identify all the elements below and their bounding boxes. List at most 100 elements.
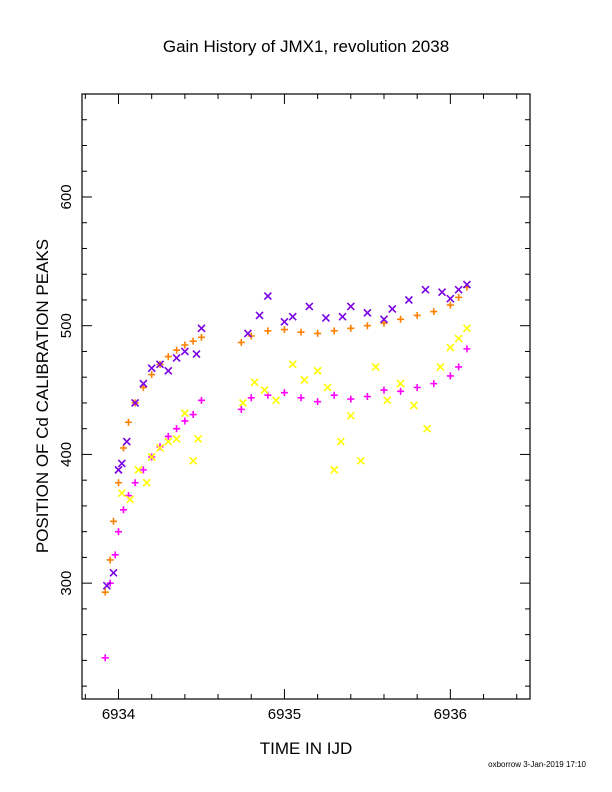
data-point: [404, 295, 413, 305]
data-point: [180, 409, 189, 418]
data-point: [148, 371, 156, 379]
data-point: [172, 434, 181, 444]
data-point: [454, 334, 463, 343]
data-point: [397, 387, 405, 395]
data-point: [119, 506, 127, 514]
y-tick-label: 600: [58, 184, 75, 209]
series-1: [101, 345, 471, 662]
data-point: [155, 443, 165, 453]
data-point: [430, 308, 438, 316]
data-point: [197, 396, 205, 404]
data-point: [142, 478, 151, 487]
data-point: [380, 319, 388, 327]
data-point: [288, 360, 297, 369]
data-point: [305, 302, 314, 311]
data-point: [338, 312, 347, 321]
data-point: [462, 280, 472, 289]
data-point: [462, 324, 472, 333]
data-point: [139, 383, 147, 391]
data-point: [147, 364, 156, 373]
data-point: [446, 301, 454, 309]
data-point: [101, 654, 109, 662]
data-point: [397, 315, 405, 323]
data-point: [237, 338, 245, 346]
data-point: [280, 326, 288, 334]
data-point: [147, 452, 156, 462]
data-point: [297, 394, 305, 402]
data-point: [463, 345, 471, 353]
data-point: [164, 353, 172, 361]
data-point: [155, 360, 165, 369]
data-point: [114, 465, 123, 474]
data-point: [363, 393, 371, 400]
data-point: [330, 391, 338, 399]
data-point: [436, 362, 445, 371]
data-point: [363, 308, 372, 317]
data-point: [383, 396, 392, 405]
data-point: [192, 349, 201, 359]
data-point: [437, 288, 447, 297]
data-point: [263, 292, 272, 301]
y-tick-label: 400: [58, 442, 75, 467]
data-point: [131, 479, 139, 487]
data-point: [347, 395, 355, 403]
data-point: [238, 398, 248, 408]
data-point: [413, 311, 421, 319]
data-point: [180, 347, 189, 356]
data-point: [194, 434, 203, 444]
data-point: [102, 581, 111, 590]
data-point: [446, 294, 455, 303]
data-point: [189, 456, 198, 465]
data-point: [131, 398, 140, 408]
data-point: [455, 293, 463, 301]
data-point: [237, 405, 245, 413]
data-point: [356, 456, 365, 465]
series-2: [102, 280, 472, 590]
data-point: [413, 383, 421, 391]
axis-ticks: 6934 6935 6936 300 400 500 600: [58, 93, 530, 723]
data-point: [247, 394, 255, 402]
data-point: [314, 329, 322, 337]
data-point: [297, 328, 305, 336]
data-point: [280, 389, 288, 397]
data-point: [243, 329, 252, 338]
data-point: [250, 378, 259, 387]
data-point: [164, 366, 173, 375]
data-point: [255, 311, 264, 320]
data-point: [164, 432, 172, 440]
data-point: [134, 465, 143, 474]
data-point: [346, 302, 355, 311]
data-point: [288, 312, 297, 321]
data-point: [421, 285, 430, 294]
data-point: [388, 304, 397, 314]
series-0: [101, 283, 471, 596]
data-point: [181, 417, 189, 425]
x-tick-label: 6935: [268, 706, 301, 723]
data-point: [409, 401, 418, 410]
data-point: [117, 488, 126, 498]
x-tick-label: 6936: [434, 706, 467, 723]
y-tick-label: 300: [58, 571, 75, 596]
data-point: [260, 385, 269, 395]
data-point: [117, 459, 126, 468]
data-point: [347, 324, 355, 332]
data-point: [430, 380, 438, 388]
x-axis-label: TIME IN IJD: [260, 739, 353, 758]
data-point: [156, 443, 164, 451]
data-point: [106, 556, 114, 564]
plot-frame: [81, 93, 531, 700]
data-point: [272, 396, 281, 405]
data-point: [126, 495, 135, 504]
data-point: [300, 375, 309, 384]
data-point: [139, 466, 147, 474]
y-tick-label: 500: [58, 313, 75, 338]
data-point: [110, 517, 118, 525]
data-point: [323, 383, 332, 392]
data-point: [446, 372, 454, 380]
data-point: [119, 444, 127, 452]
data-point: [379, 315, 389, 324]
data-point: [380, 386, 388, 394]
data-point: [330, 465, 339, 474]
data-point: [423, 424, 432, 433]
